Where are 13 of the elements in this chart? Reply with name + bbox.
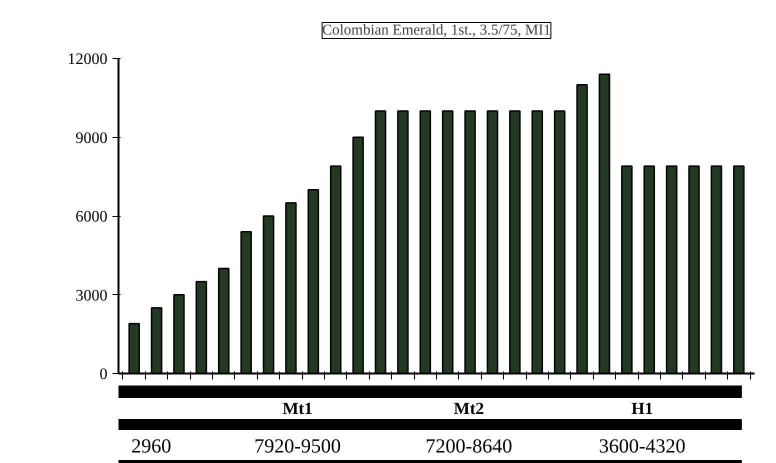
text: Mt1 [282, 399, 313, 418]
chart-title: Colombian Emerald, 1st., 3.5/75, MI1 [322, 22, 551, 38]
text: 7920-9500 [254, 436, 341, 458]
text: 7200-8640 [426, 436, 512, 458]
y-tick-label: 6000 [76, 208, 108, 226]
y-tick-label: 9000 [76, 130, 108, 147]
y-tick-label: 12000 [68, 51, 108, 68]
y-tick-label: 3000 [76, 287, 108, 304]
text: H1 [631, 399, 654, 418]
text: 2960 [131, 436, 172, 458]
text: Mt2 [454, 399, 484, 418]
text: 3600-4320 [598, 436, 686, 458]
y-tick-label: 0 [100, 366, 108, 383]
